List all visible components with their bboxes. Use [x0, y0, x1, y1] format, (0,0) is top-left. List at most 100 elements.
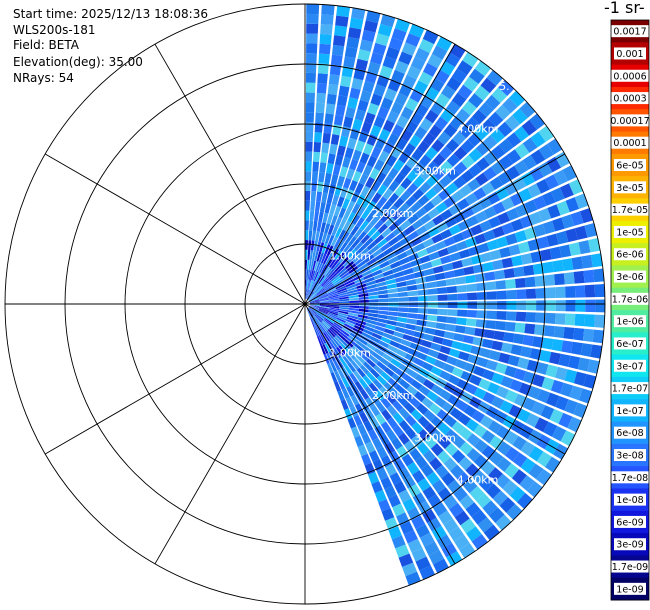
range-gate-cell [325, 268, 333, 277]
range-gate-cell [431, 233, 444, 244]
range-ring-label: 2.00km [372, 389, 414, 402]
range-gate-cell [482, 369, 495, 381]
range-gate-cell [356, 161, 366, 174]
range-gate-cell [441, 338, 453, 348]
range-gate-cell [328, 327, 338, 336]
range-gate-cell [460, 343, 473, 353]
range-gate-cell [340, 187, 349, 198]
range-gate-cell [444, 216, 457, 228]
range-gate-cell [427, 494, 442, 509]
range-gate-cell [459, 441, 474, 456]
range-gate-cell [372, 269, 383, 277]
range-gate-cell [341, 66, 354, 78]
range-gate-cell [433, 167, 446, 181]
azimuth-spoke [154, 43, 306, 305]
range-gate-cell [402, 390, 414, 402]
range-gate-cell [348, 312, 359, 317]
range-gate-cell [540, 405, 555, 420]
range-gate-cell [414, 391, 426, 403]
range-gate-cell [409, 134, 422, 148]
range-gate-cell [474, 60, 491, 77]
colorbar-label-box [608, 114, 650, 127]
range-gate-cell [447, 293, 458, 301]
range-ring-label: 3.00km [414, 165, 456, 178]
range-gate-cell [506, 149, 522, 164]
range-gate-cell [309, 304, 320, 307]
range-gate-cell [305, 161, 312, 172]
range-gate-cell [512, 176, 527, 191]
range-gate-cell [501, 222, 515, 235]
range-gate-cell [309, 299, 320, 303]
ray-sector [308, 307, 543, 498]
range-gate-cell [330, 54, 343, 66]
range-gate-cell [342, 156, 351, 168]
range-gate-cell [367, 312, 379, 318]
range-gate-cell [344, 364, 353, 375]
range-gate-cell [461, 257, 473, 267]
range-gate-cell [327, 312, 338, 318]
range-gate-cell [321, 4, 335, 16]
range-gate-cell [439, 345, 451, 355]
range-gate-cell [396, 281, 407, 288]
range-gate-cell [358, 352, 369, 362]
range-gate-cell [406, 318, 418, 325]
range-gate-cell [328, 340, 336, 350]
range-gate-cell [316, 335, 323, 346]
range-gate-cell [451, 260, 464, 270]
range-gate-cell [391, 265, 403, 274]
range-gate-cell [560, 430, 576, 447]
range-gate-cell [343, 116, 354, 128]
range-gate-cell [335, 104, 346, 117]
range-gate-cell [356, 319, 367, 326]
range-gate-cell [390, 261, 401, 269]
range-gate-cell [415, 556, 431, 571]
range-gate-cell [489, 350, 501, 361]
range-gate-cell [339, 298, 350, 302]
range-gate-cell [511, 469, 527, 485]
range-gate-cell [479, 220, 492, 232]
range-gate-cell [412, 162, 425, 175]
range-gate-cell [555, 286, 566, 299]
range-gate-cell [436, 409, 450, 422]
range-gate-cell [359, 220, 369, 231]
range-gate-cell [474, 125, 489, 141]
range-gate-cell [453, 268, 465, 277]
colorbar-label-box [614, 181, 646, 194]
range-gate-cell [332, 261, 341, 271]
range-gate-cell [313, 240, 318, 251]
range-gate-cell [451, 340, 463, 350]
range-gate-cell [443, 331, 455, 340]
range-gate-cell [378, 128, 391, 142]
range-gate-cell [387, 167, 399, 180]
range-gate-cell [594, 314, 605, 328]
ray-sector [308, 90, 525, 301]
colorbar-label-box [611, 69, 649, 82]
range-gate-cell [336, 317, 346, 323]
range-gate-cell [394, 185, 406, 197]
range-gate-cell [573, 327, 585, 341]
range-gate-cell [322, 132, 331, 144]
range-gate-cell [313, 315, 321, 325]
range-gate-cell [314, 132, 323, 143]
range-gate-cell [423, 379, 435, 390]
nrays-label: NRays: 54 [13, 71, 74, 85]
range-gate-cell [528, 446, 544, 462]
range-gate-cell [430, 366, 443, 377]
range-gate-cell [377, 184, 388, 196]
range-gate-cell [369, 244, 380, 254]
range-gate-cell [394, 384, 406, 395]
range-gate-cell [357, 286, 368, 292]
range-gate-cell [503, 268, 515, 279]
range-gate-cell [306, 13, 319, 24]
range-gate-cell [362, 80, 375, 93]
range-gate-cell [416, 283, 428, 290]
range-gate-cell [497, 171, 512, 185]
range-gate-cell [522, 397, 537, 412]
range-gate-cell [555, 366, 568, 381]
range-gate-cell [380, 455, 393, 468]
range-gate-cell [406, 169, 419, 182]
range-gate-cell [333, 35, 346, 47]
instrument-label: WLS200s-181 [13, 23, 96, 37]
range-gate-cell [426, 390, 439, 403]
range-gate-cell [445, 138, 460, 153]
